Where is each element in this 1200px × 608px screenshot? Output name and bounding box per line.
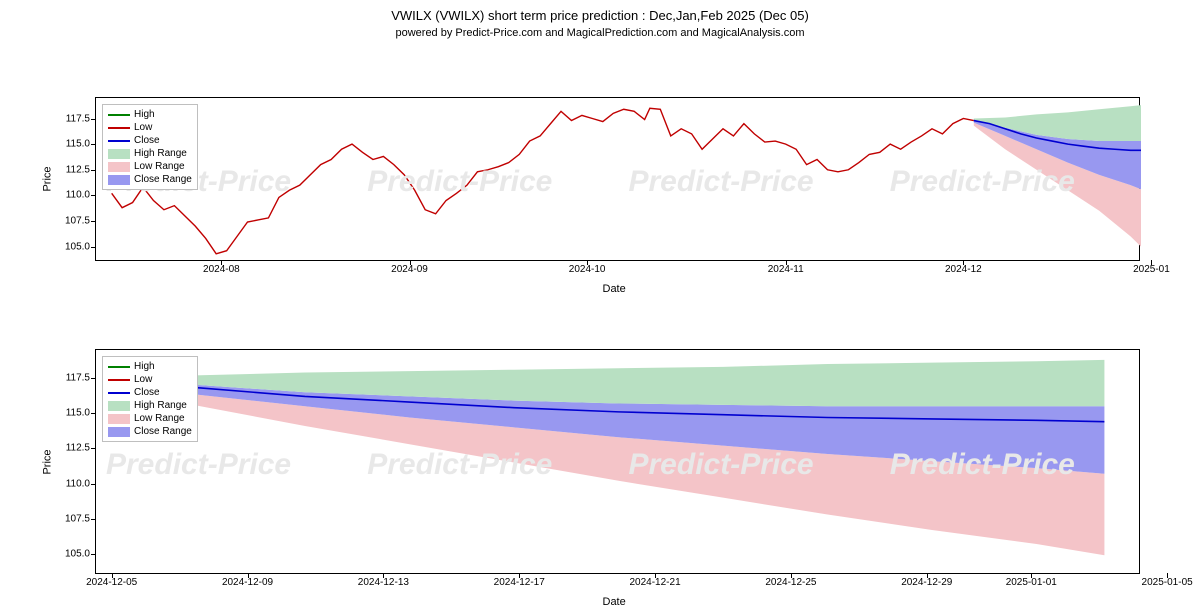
legend-item: Close Range (108, 425, 192, 438)
legend-swatch (108, 427, 130, 437)
legend-item: Close (108, 134, 192, 147)
chart-bottom-legend: High Low Close High Range Low Range Close Ran… (102, 356, 198, 442)
legend-label: High Range (134, 148, 187, 159)
xtick-mark (383, 573, 384, 578)
legend-swatch (108, 114, 130, 116)
xtick-mark (410, 260, 411, 265)
xtick-mark (587, 260, 588, 265)
chart-sub-title: powered by Predict-Price.com and Magical… (0, 27, 1200, 39)
ytick-mark (91, 519, 96, 520)
legend-label: High Range (134, 400, 187, 411)
ytick-mark (91, 170, 96, 171)
xtick-mark (1031, 573, 1032, 578)
chart-bottom-xlabel: Date (603, 596, 626, 608)
legend-label: Low (134, 122, 152, 133)
chart-bottom-ylabel: Price (42, 449, 54, 474)
legend-swatch (108, 162, 130, 172)
chart-top-ylabel: Price (42, 166, 54, 191)
xtick-mark (248, 573, 249, 578)
legend-item: High Range (108, 399, 192, 412)
xtick-mark (655, 573, 656, 578)
legend-item: High Range (108, 147, 192, 160)
legend-label: Close Range (134, 174, 192, 185)
xtick-mark (927, 573, 928, 578)
legend-item: Low (108, 373, 192, 386)
legend-label: Low Range (134, 413, 185, 424)
legend-item: High (108, 360, 192, 373)
legend-label: High (134, 109, 155, 120)
ytick-mark (91, 448, 96, 449)
ytick-mark (91, 554, 96, 555)
legend-item: Low Range (108, 412, 192, 425)
chart-top-plot: High Low Close High Range Low Range Close Ran… (95, 97, 1140, 261)
legend-swatch (108, 379, 130, 381)
chart-top-legend: High Low Close High Range Low Range Close Ran… (102, 104, 198, 190)
legend-item: High (108, 108, 192, 121)
ytick-mark (91, 247, 96, 248)
legend-swatch (108, 127, 130, 129)
chart-bottom-svg (96, 350, 1141, 575)
ytick-mark (91, 195, 96, 196)
xtick-mark (786, 260, 787, 265)
legend-swatch (108, 401, 130, 411)
legend-swatch (108, 414, 130, 424)
legend-label: Close Range (134, 426, 192, 437)
legend-swatch (108, 392, 130, 394)
legend-label: Low Range (134, 161, 185, 172)
ytick-mark (91, 221, 96, 222)
legend-item: Close Range (108, 173, 192, 186)
ytick-mark (91, 119, 96, 120)
legend-label: Close (134, 135, 160, 146)
xtick-mark (791, 573, 792, 578)
legend-swatch (108, 175, 130, 185)
xtick-mark (112, 573, 113, 578)
xtick-mark (1167, 573, 1168, 578)
xtick-mark (963, 260, 964, 265)
ytick-mark (91, 484, 96, 485)
chart-top-xlabel: Date (603, 283, 626, 295)
ytick-mark (91, 144, 96, 145)
chart-top-svg (96, 98, 1141, 262)
chart-bottom-plot: High Low Close High Range Low Range Close Ran… (95, 349, 1140, 574)
xtick-mark (519, 573, 520, 578)
low-line (112, 108, 974, 254)
legend-item: Low (108, 121, 192, 134)
legend-item: Close (108, 386, 192, 399)
legend-swatch (108, 366, 130, 368)
xtick-mark (221, 260, 222, 265)
legend-item: Low Range (108, 160, 192, 173)
legend-label: Close (134, 387, 160, 398)
ytick-mark (91, 378, 96, 379)
ytick-mark (91, 413, 96, 414)
legend-label: Low (134, 374, 152, 385)
legend-swatch (108, 140, 130, 142)
chart-main-title: VWILX (VWILX) short term price predictio… (0, 8, 1200, 23)
xtick-mark (1151, 260, 1152, 265)
legend-swatch (108, 149, 130, 159)
legend-label: High (134, 361, 155, 372)
